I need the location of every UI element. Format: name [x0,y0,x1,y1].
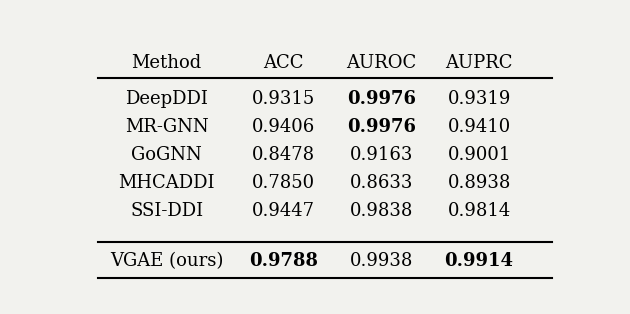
Text: AUPRC: AUPRC [445,54,513,72]
Text: 0.9163: 0.9163 [350,146,413,164]
Text: Method: Method [132,54,202,72]
Text: VGAE (ours): VGAE (ours) [110,252,223,270]
Text: 0.9814: 0.9814 [447,202,511,219]
Text: MR-GNN: MR-GNN [125,118,209,136]
Text: 0.9447: 0.9447 [252,202,315,219]
Text: 0.9838: 0.9838 [350,202,413,219]
Text: 0.9976: 0.9976 [347,118,416,136]
Text: 0.9406: 0.9406 [252,118,316,136]
Text: 0.7850: 0.7850 [252,174,316,192]
Text: 0.9938: 0.9938 [350,252,413,270]
Text: SSI-DDI: SSI-DDI [130,202,203,219]
Text: GoGNN: GoGNN [131,146,202,164]
Text: 0.9315: 0.9315 [252,90,316,108]
Text: ACC: ACC [263,54,304,72]
Text: 0.8478: 0.8478 [252,146,316,164]
Text: 0.9976: 0.9976 [347,90,416,108]
Text: 0.9319: 0.9319 [447,90,511,108]
Text: 0.9410: 0.9410 [447,118,511,136]
Text: MHCADDI: MHCADDI [118,174,215,192]
Text: 0.9001: 0.9001 [447,146,511,164]
Text: 0.9914: 0.9914 [445,252,513,270]
Text: 0.8938: 0.8938 [447,174,511,192]
Text: 0.9788: 0.9788 [249,252,318,270]
Text: AUROC: AUROC [346,54,416,72]
Text: DeepDDI: DeepDDI [125,90,208,108]
Text: 0.8633: 0.8633 [350,174,413,192]
